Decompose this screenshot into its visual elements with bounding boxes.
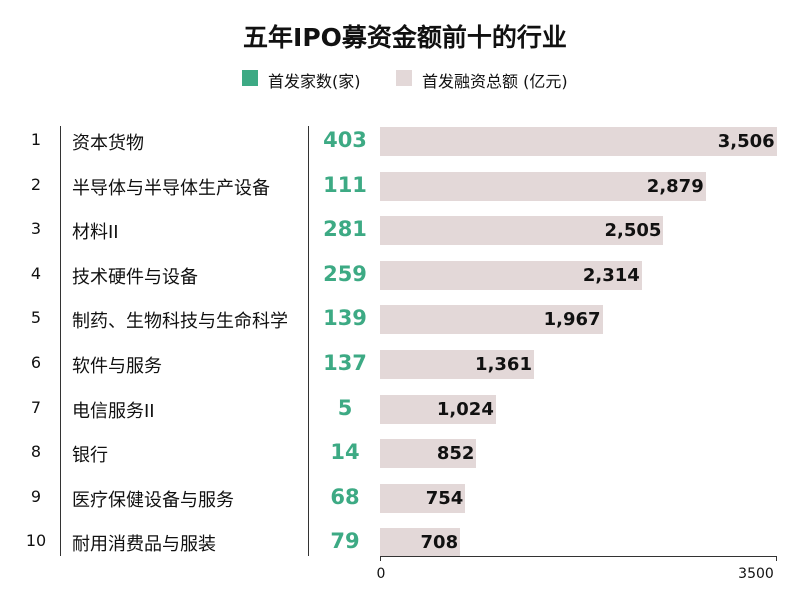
count-label: 281 [323,217,367,242]
x-tick-3500 [776,556,777,561]
amount-bar [380,483,466,513]
amount-bar [380,528,461,558]
category-label: 制药、生物科技与生命科学 [72,311,288,333]
amount-value-label: 2,505 [604,220,662,242]
count-label: 259 [323,261,367,286]
count-label: 68 [330,484,360,509]
rank-label: 6 [30,353,42,372]
rank-label: 3 [30,219,42,239]
category-label: 半导体与半导体生产设备 [72,177,270,199]
x-tick-0 [380,556,381,561]
x-tick-label-0: 0 [376,566,386,582]
amount-value-label: 3,506 [717,131,775,152]
rank-label: 7 [30,397,42,417]
chart-title: 五年IPO募资金额前十的行业 [243,23,567,52]
amount-value-label: 2,879 [646,175,704,197]
rank-divider [60,126,61,556]
legend-label-count: 首发家数(家) [268,72,361,91]
count-label: 111 [323,172,367,197]
category-label: 银行 [72,445,108,467]
count-label: 403 [323,128,367,152]
amount-bar [380,439,477,469]
category-label: 资本货物 [72,133,144,154]
legend-label-amount: 首发融资总额 (亿元) [422,72,568,91]
x-tick-label-3500: 3500 [738,566,774,582]
amount-bar [380,350,534,379]
amount-value-label: 1,024 [436,398,494,420]
amount-value-label: 754 [425,487,464,509]
category-label: 医疗保健设备与服务 [72,489,234,511]
amount-value-label: 2,314 [582,264,640,286]
count-label: 139 [323,306,367,331]
legend-swatch-amount [396,70,412,86]
count-label: 5 [337,395,353,420]
amount-value-label: 708 [420,532,459,554]
rank-label: 8 [30,442,42,462]
amount-value-label: 1,361 [475,354,532,375]
amount-value-label: 852 [436,443,475,465]
amount-bar [380,260,642,290]
legend: 首发家数(家) 首发融资总额 (亿元) [0,66,810,92]
amount-value-label: 1,967 [543,309,601,331]
count-label: 137 [323,351,367,375]
rank-label: 2 [30,174,42,194]
rank-label: 4 [30,263,42,283]
count-label: 79 [330,529,360,554]
rank-label: 1 [30,130,42,149]
category-label: 电信服务II [72,400,155,422]
category-label: 耐用消费品与服装 [72,534,216,556]
category-divider [308,126,309,556]
count-label: 14 [330,440,360,465]
amount-bar [380,171,706,201]
x-axis [380,556,777,557]
legend-swatch-count [242,70,258,86]
rank-label: 10 [25,531,47,551]
category-label: 技术硬件与设备 [72,266,198,288]
category-label: 软件与服务 [72,356,162,377]
amount-bar [380,394,496,424]
amount-bar [380,216,664,246]
rank-label: 5 [30,308,42,328]
category-label: 材料II [72,222,119,244]
amount-bar [380,127,777,156]
rank-label: 9 [30,486,42,506]
amount-bar [380,305,603,335]
